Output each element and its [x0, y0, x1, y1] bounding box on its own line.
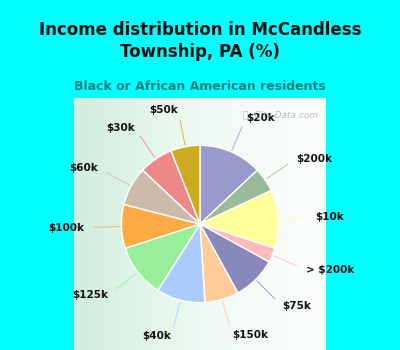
Text: Income distribution in McCandless
Township, PA (%): Income distribution in McCandless Townsh…	[39, 21, 361, 61]
Wedge shape	[200, 224, 275, 262]
Text: $100k: $100k	[48, 223, 84, 233]
Text: $40k: $40k	[142, 331, 171, 341]
Text: $125k: $125k	[72, 290, 108, 300]
Wedge shape	[143, 151, 200, 224]
Wedge shape	[121, 204, 200, 248]
Wedge shape	[158, 224, 205, 303]
Text: $20k: $20k	[246, 113, 275, 122]
Wedge shape	[125, 224, 200, 290]
Text: > $200k: > $200k	[306, 265, 355, 275]
Wedge shape	[200, 224, 238, 302]
Text: ⓘ  City-Data.com: ⓘ City-Data.com	[243, 111, 318, 120]
Wedge shape	[124, 170, 200, 224]
Wedge shape	[200, 145, 257, 224]
Text: $150k: $150k	[232, 330, 268, 340]
Text: $60k: $60k	[70, 163, 98, 173]
Wedge shape	[200, 224, 269, 293]
Text: $30k: $30k	[106, 123, 135, 133]
Wedge shape	[200, 170, 271, 224]
Text: $75k: $75k	[282, 301, 311, 311]
Wedge shape	[200, 190, 279, 248]
Text: $10k: $10k	[316, 212, 344, 222]
Wedge shape	[171, 145, 200, 224]
Text: $50k: $50k	[150, 105, 178, 115]
Text: $200k: $200k	[296, 154, 332, 164]
Text: Black or African American residents: Black or African American residents	[74, 79, 326, 93]
